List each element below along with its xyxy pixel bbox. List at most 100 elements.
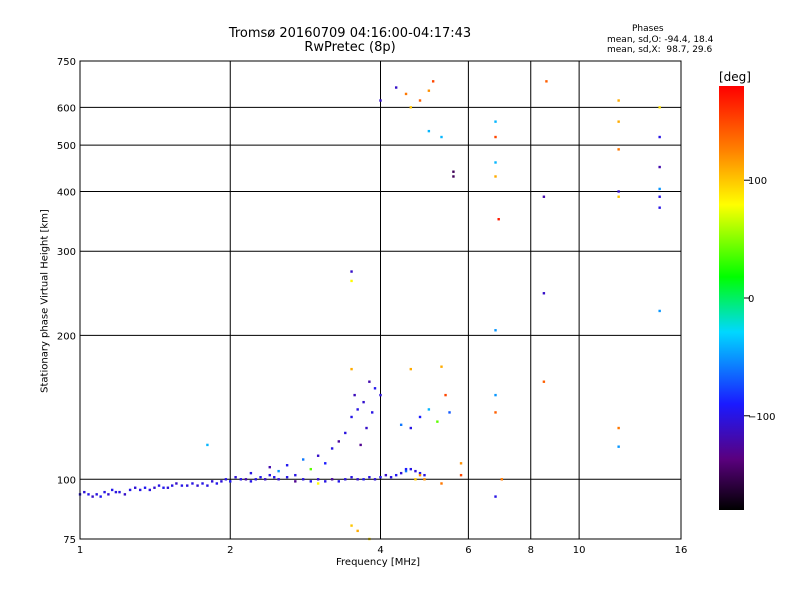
data-point — [309, 467, 312, 471]
colorbar-tick-label: 0 — [748, 294, 754, 305]
colorbar-tick-label: −100 — [748, 412, 775, 423]
data-point — [404, 469, 408, 473]
data-point — [394, 86, 398, 89]
data-point — [277, 478, 280, 481]
data-point — [170, 484, 174, 487]
data-point — [389, 476, 393, 479]
data-point — [138, 488, 142, 492]
data-point — [273, 476, 276, 479]
x-ticks: 1 2 4 6 8 10 16 — [77, 545, 688, 556]
data-point — [114, 490, 118, 494]
chart-title: Tromsø 20160709 04:16:00-04:17:43 — [228, 26, 472, 41]
data-point — [91, 495, 94, 498]
data-point — [362, 400, 365, 404]
data-point — [379, 99, 382, 102]
data-point — [409, 106, 412, 109]
data-point — [494, 495, 497, 498]
data-point — [316, 454, 320, 457]
x-tick-label: 6 — [465, 545, 471, 556]
data-point — [344, 431, 347, 435]
data-point — [494, 161, 497, 164]
data-point — [301, 478, 305, 481]
data-point — [494, 411, 497, 414]
data-point — [379, 476, 382, 479]
data-point — [99, 495, 102, 498]
y-tick-label: 100 — [57, 475, 76, 486]
data-point — [658, 309, 661, 313]
data-point — [301, 458, 305, 461]
data-point — [617, 445, 620, 448]
x-tick-label: 4 — [377, 545, 383, 556]
data-point — [452, 170, 455, 173]
y-tick-label: 200 — [57, 331, 76, 342]
data-point — [356, 408, 359, 411]
data-point — [617, 99, 620, 102]
data-point — [436, 420, 439, 423]
data-point — [153, 486, 156, 489]
data-point — [103, 490, 106, 494]
colorbar-title: [deg] — [719, 70, 751, 84]
data-point — [180, 484, 184, 487]
data-point — [452, 175, 455, 178]
data-point — [379, 393, 382, 397]
data-point — [362, 478, 365, 481]
data-point — [404, 92, 408, 96]
y-tick-label: 500 — [57, 141, 76, 152]
data-point — [418, 471, 422, 475]
data-point — [344, 478, 347, 481]
data-point — [444, 393, 447, 397]
data-point — [268, 473, 271, 477]
data-point — [224, 478, 228, 481]
data-point — [418, 415, 422, 419]
data-point — [459, 462, 463, 465]
data-point — [423, 473, 426, 477]
data-point — [658, 187, 661, 191]
plot-frame — [79, 60, 682, 540]
data-point — [356, 529, 359, 533]
data-point — [658, 206, 661, 209]
data-point — [350, 270, 353, 273]
data-point — [175, 482, 178, 485]
x-tick-label: 16 — [675, 545, 688, 556]
data-point — [166, 486, 170, 489]
data-point — [542, 292, 546, 295]
data-point — [414, 478, 417, 481]
data-point — [545, 80, 548, 83]
data-point — [148, 488, 152, 492]
data-point — [440, 365, 443, 368]
data-point — [206, 484, 209, 487]
data-point — [249, 480, 253, 483]
data-point — [201, 482, 204, 485]
data-point — [448, 411, 451, 414]
x-tick-label: 10 — [573, 545, 586, 556]
grid-lines — [80, 61, 681, 539]
data-point — [162, 486, 165, 489]
data-point — [418, 473, 422, 477]
data-point — [658, 106, 661, 109]
data-point — [83, 490, 86, 494]
data-point — [330, 478, 334, 481]
data-point — [294, 480, 297, 483]
x-tick-label: 2 — [227, 545, 233, 556]
data-point — [500, 478, 504, 481]
data-point — [431, 80, 435, 83]
data-point — [294, 473, 297, 477]
data-point — [123, 493, 127, 496]
data-point — [353, 393, 356, 397]
data-point — [494, 329, 497, 332]
data-point — [239, 478, 243, 481]
data-point — [542, 195, 546, 198]
data-point — [249, 471, 253, 475]
data-point — [365, 426, 368, 430]
colorbar-ticks: 100 0 −100 — [744, 176, 775, 423]
x-tick-label: 1 — [77, 545, 83, 556]
data-point — [459, 473, 463, 477]
data-point — [285, 476, 289, 479]
phases-stats-x: mean, sd,X: 98.7, 29.6 — [607, 45, 713, 55]
colorbar-tick-label: 100 — [748, 176, 767, 187]
data-point — [133, 486, 137, 489]
colorbar — [719, 86, 744, 510]
y-tick-label: 75 — [63, 535, 76, 546]
data-point — [337, 480, 341, 483]
